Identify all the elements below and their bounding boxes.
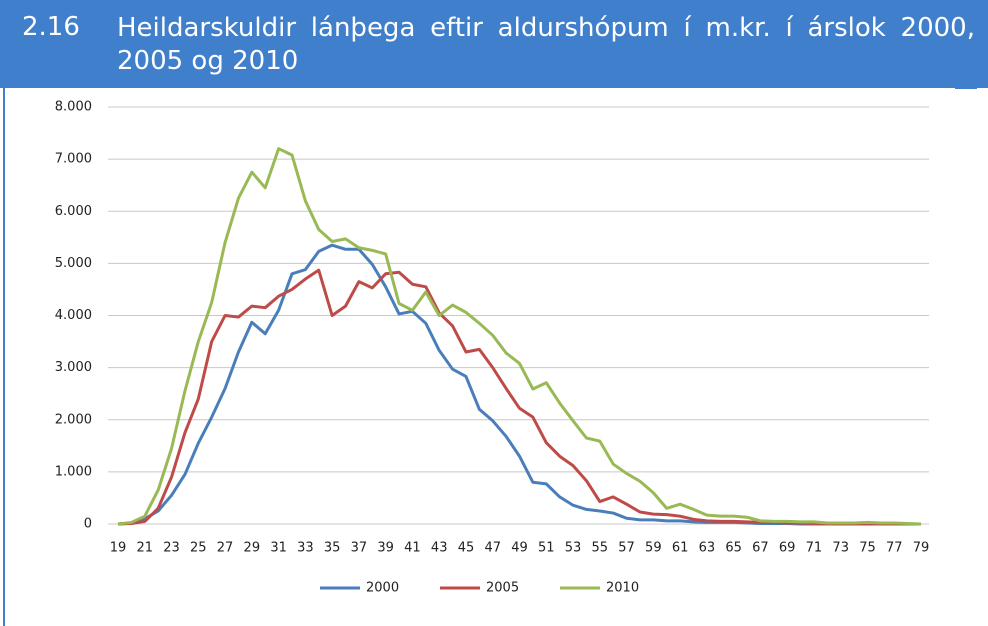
legend-label: 2000 [366, 581, 399, 596]
series-line [117, 147, 922, 526]
y-tick-label: 6.000 [55, 204, 92, 219]
x-tick-label: 23 [163, 541, 180, 556]
y-tick-label: 7.000 [55, 152, 92, 167]
x-tick-label: 21 [136, 541, 153, 556]
x-tick-label: 55 [592, 541, 609, 556]
x-tick-label: 63 [699, 541, 716, 556]
x-tick-label: 73 [832, 541, 849, 556]
x-tick-label: 53 [565, 541, 582, 556]
left-border [3, 88, 5, 626]
series-line [117, 268, 921, 526]
chart-title: Heildarskuldir lánþega eftir aldurshópum… [117, 13, 975, 76]
legend-label: 2010 [606, 581, 639, 596]
x-tick-label: 75 [859, 541, 876, 556]
section-number: 2.16 [22, 12, 80, 42]
x-tick-label: 43 [431, 541, 448, 556]
x-tick-label: 67 [752, 541, 769, 556]
section-header: 2.16 Heildarskuldir lánþega eftir aldurs… [0, 0, 988, 88]
x-tick-label: 41 [404, 541, 421, 556]
x-tick-label: 51 [538, 541, 555, 556]
legend-label: 2005 [486, 581, 519, 596]
x-tick-label: 31 [270, 541, 287, 556]
x-tick-label: 47 [484, 541, 501, 556]
x-tick-label: 71 [806, 541, 823, 556]
x-tick-label: 69 [779, 541, 796, 556]
y-tick-label: 4.000 [55, 308, 92, 323]
x-tick-label: 79 [913, 541, 930, 556]
x-tick-label: 37 [351, 541, 368, 556]
x-tick-label: 29 [244, 541, 261, 556]
x-tick-label: 27 [217, 541, 234, 556]
x-tick-label: 39 [377, 541, 394, 556]
y-tick-label: 5.000 [55, 256, 92, 271]
corner-mark [955, 86, 977, 89]
y-tick-label: 8.000 [55, 100, 92, 115]
y-tick-label: 0 [84, 517, 92, 532]
series-line [117, 243, 921, 526]
x-tick-label: 65 [725, 541, 742, 556]
x-tick-label: 25 [190, 541, 207, 556]
y-tick-label: 2.000 [55, 412, 92, 427]
x-tick-label: 57 [618, 541, 635, 556]
x-tick-label: 45 [458, 541, 475, 556]
x-tick-label: 59 [645, 541, 662, 556]
x-tick-label: 49 [511, 541, 528, 556]
x-tick-label: 61 [672, 541, 689, 556]
x-tick-label: 19 [110, 541, 127, 556]
x-tick-label: 35 [324, 541, 341, 556]
x-tick-label: 33 [297, 541, 314, 556]
y-tick-label: 3.000 [55, 360, 92, 375]
x-tick-label: 77 [886, 541, 903, 556]
y-tick-label: 1.000 [55, 464, 92, 479]
